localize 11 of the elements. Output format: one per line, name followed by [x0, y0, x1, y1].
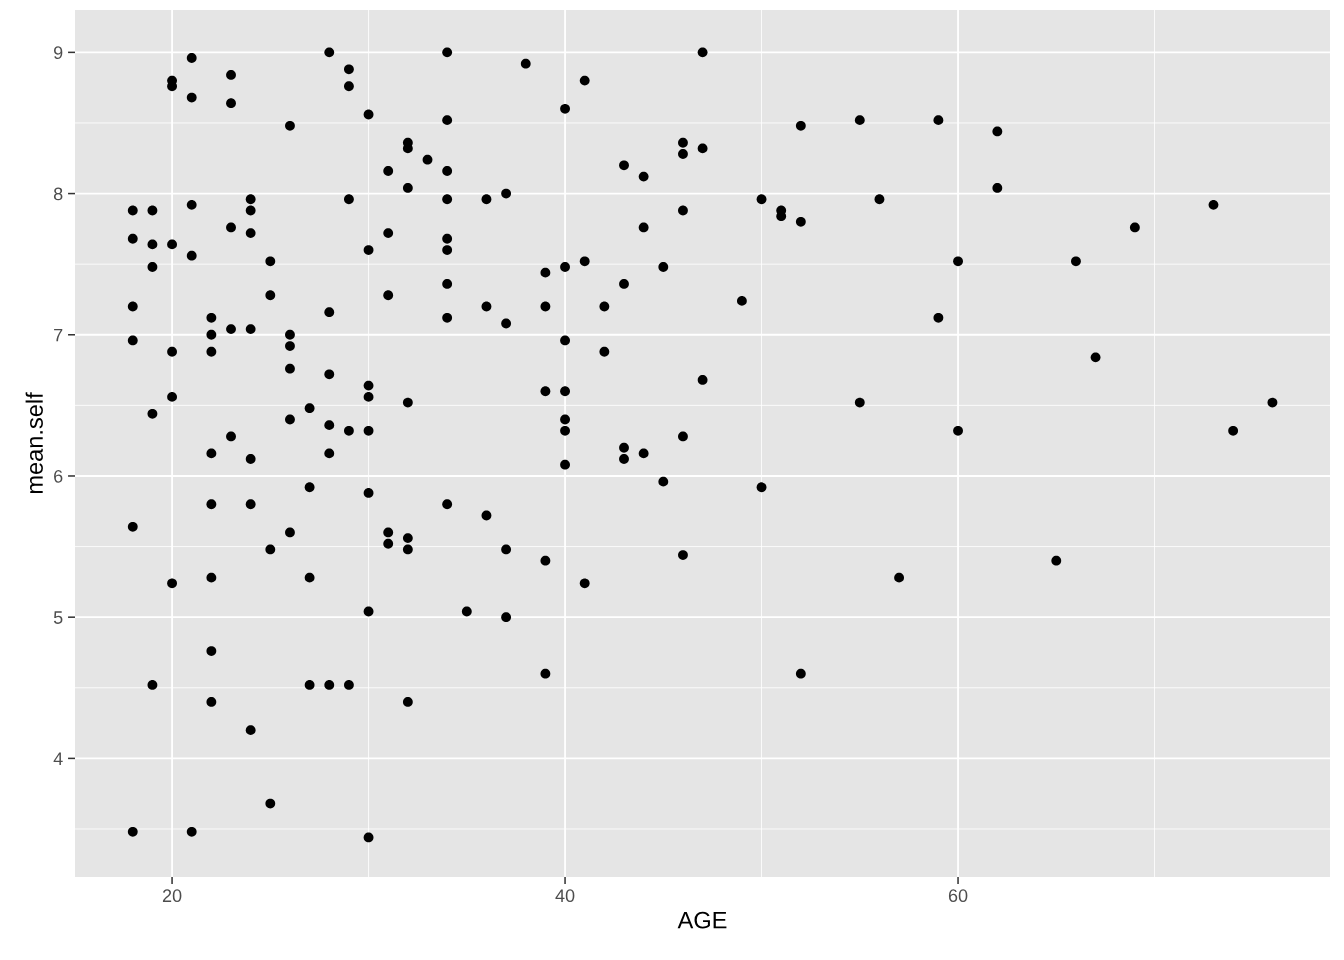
x-tick-label: 40: [555, 889, 575, 903]
x-axis-title: AGE: [677, 911, 727, 929]
y-tick-label: 9: [54, 46, 63, 60]
y-tick-label: 5: [53, 611, 63, 624]
y-tick-label: 8: [53, 187, 63, 201]
y-tick-label: 6: [54, 469, 63, 483]
y-axis-title: mean.self: [25, 392, 43, 494]
x-tick-label: 20: [162, 889, 182, 903]
x-tick-label: 60: [948, 889, 968, 903]
y-tick-label: 7: [54, 328, 63, 342]
y-tick-label: 4: [53, 752, 63, 765]
